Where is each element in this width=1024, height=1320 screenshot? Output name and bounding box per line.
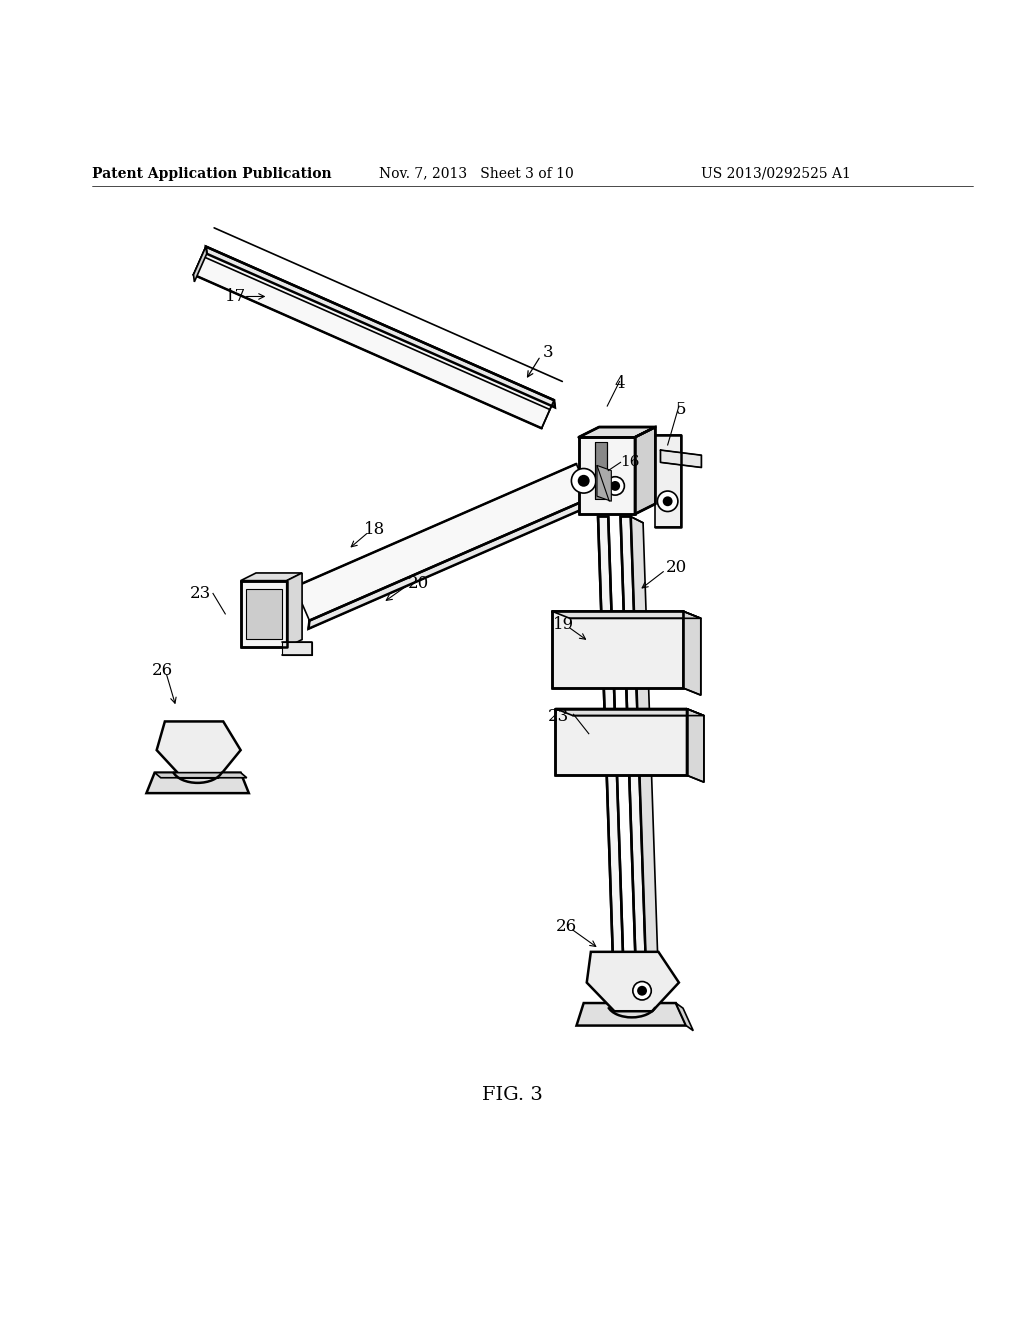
Text: US 2013/0292525 A1: US 2013/0292525 A1 <box>701 166 851 181</box>
Polygon shape <box>146 772 249 793</box>
Polygon shape <box>552 611 700 618</box>
Polygon shape <box>660 450 701 467</box>
Polygon shape <box>155 772 247 777</box>
Polygon shape <box>157 722 241 777</box>
Polygon shape <box>686 709 703 783</box>
Polygon shape <box>241 581 287 647</box>
Polygon shape <box>206 247 555 408</box>
Polygon shape <box>206 247 555 408</box>
Polygon shape <box>676 1003 693 1031</box>
Polygon shape <box>579 428 655 437</box>
Polygon shape <box>598 516 624 973</box>
Circle shape <box>611 482 620 490</box>
Polygon shape <box>587 952 679 1011</box>
Text: 5: 5 <box>676 401 686 417</box>
Polygon shape <box>631 516 658 978</box>
Text: Nov. 7, 2013   Sheet 3 of 10: Nov. 7, 2013 Sheet 3 of 10 <box>379 166 573 181</box>
Polygon shape <box>194 247 554 428</box>
Polygon shape <box>683 611 700 696</box>
Polygon shape <box>194 247 207 282</box>
Circle shape <box>664 498 672 506</box>
Polygon shape <box>655 434 681 527</box>
Text: 19: 19 <box>553 615 574 632</box>
Text: 18: 18 <box>364 521 385 539</box>
Polygon shape <box>621 516 646 973</box>
Circle shape <box>657 491 678 512</box>
Text: 3: 3 <box>543 345 553 362</box>
Text: 23: 23 <box>189 585 211 602</box>
Text: 4: 4 <box>614 375 625 392</box>
Polygon shape <box>241 573 302 581</box>
Circle shape <box>633 982 651 1001</box>
Text: 20: 20 <box>666 560 687 577</box>
Text: FIG. 3: FIG. 3 <box>481 1086 543 1105</box>
Polygon shape <box>308 498 591 628</box>
Polygon shape <box>295 463 591 620</box>
Polygon shape <box>282 642 312 656</box>
Circle shape <box>606 477 625 495</box>
Polygon shape <box>308 498 591 628</box>
Polygon shape <box>579 437 635 513</box>
Text: 26: 26 <box>152 661 173 678</box>
Circle shape <box>579 475 589 486</box>
Polygon shape <box>577 1003 686 1026</box>
Text: 20: 20 <box>408 574 429 591</box>
Text: 17: 17 <box>225 288 247 305</box>
Polygon shape <box>555 709 703 715</box>
Text: 16: 16 <box>621 455 640 470</box>
Polygon shape <box>552 611 683 688</box>
Polygon shape <box>246 589 282 639</box>
Polygon shape <box>635 428 655 513</box>
Text: 23: 23 <box>548 708 569 725</box>
Polygon shape <box>597 466 611 502</box>
Polygon shape <box>287 573 302 647</box>
Polygon shape <box>595 442 607 499</box>
Text: Patent Application Publication: Patent Application Publication <box>92 166 332 181</box>
Polygon shape <box>555 709 686 775</box>
Circle shape <box>638 986 646 995</box>
Text: 26: 26 <box>556 917 578 935</box>
Circle shape <box>571 469 596 494</box>
